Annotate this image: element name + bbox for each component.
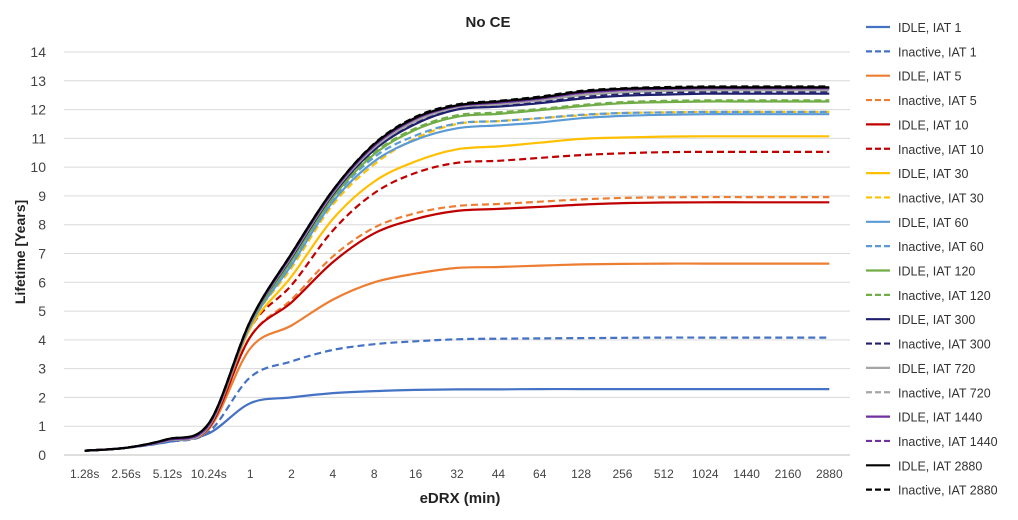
x-tick-label: 1 bbox=[247, 467, 254, 481]
series-line bbox=[84, 86, 830, 452]
y-tick-label: 4 bbox=[38, 332, 46, 348]
y-tick-label: 3 bbox=[38, 361, 46, 377]
series-lines bbox=[84, 85, 830, 452]
series-line bbox=[84, 262, 830, 452]
x-tick-label: 16 bbox=[409, 467, 423, 481]
legend-label: IDLE, IAT 1 bbox=[898, 21, 962, 35]
legend: IDLE, IAT 1 Inactive, IAT 1 IDLE, IAT 5 Ina… bbox=[866, 21, 998, 498]
x-tick-label: 2 bbox=[288, 467, 295, 481]
y-tick-label: 12 bbox=[30, 102, 46, 118]
series-line bbox=[84, 88, 830, 452]
legend-label: IDLE, IAT 10 bbox=[898, 118, 968, 132]
x-tick-label: 1024 bbox=[692, 467, 719, 481]
legend-label: Inactive, IAT 1440 bbox=[898, 435, 998, 449]
legend-label: Inactive, IAT 5 bbox=[898, 94, 977, 108]
legend-label: Inactive, IAT 1 bbox=[898, 45, 977, 59]
x-axis-title: eDRX (min) bbox=[420, 490, 501, 507]
y-tick-label: 6 bbox=[38, 274, 46, 290]
series-line bbox=[84, 89, 830, 452]
y-tick-label: 8 bbox=[38, 217, 46, 233]
legend-label: IDLE, IAT 30 bbox=[898, 167, 968, 181]
legend-label: Inactive, IAT 300 bbox=[898, 338, 991, 352]
y-tick-label: 1 bbox=[38, 418, 46, 434]
legend-label: Inactive, IAT 10 bbox=[898, 143, 984, 157]
x-tick-label: 32 bbox=[450, 467, 464, 481]
series-line bbox=[84, 86, 830, 452]
legend-label: IDLE, IAT 60 bbox=[898, 216, 968, 230]
legend-label: Inactive, IAT 60 bbox=[898, 240, 984, 254]
x-tick-label: 4 bbox=[330, 467, 337, 481]
legend-label: Inactive, IAT 120 bbox=[898, 289, 991, 303]
series-line bbox=[84, 85, 830, 452]
x-axis: 1.28s 2.56s 5.12s 10.24s 1 2 4 8 16 32 44 64 128 256 5… bbox=[70, 467, 843, 481]
y-tick-label: 13 bbox=[30, 73, 46, 89]
x-tick-label: 5.12s bbox=[153, 467, 182, 481]
y-tick-label: 9 bbox=[38, 188, 46, 204]
y-tick-label: 2 bbox=[38, 389, 46, 405]
legend-label: Inactive, IAT 30 bbox=[898, 191, 984, 205]
series-line bbox=[84, 87, 830, 452]
y-tick-label: 11 bbox=[31, 130, 46, 146]
legend-label: IDLE, IAT 120 bbox=[898, 265, 975, 279]
x-tick-label: 44 bbox=[492, 467, 506, 481]
x-tick-label: 10.24s bbox=[191, 467, 227, 481]
series-line bbox=[84, 195, 830, 452]
x-tick-label: 1440 bbox=[733, 467, 760, 481]
x-tick-label: 2160 bbox=[775, 467, 802, 481]
series-line bbox=[84, 100, 830, 452]
x-tick-label: 256 bbox=[612, 467, 632, 481]
x-tick-label: 2.56s bbox=[111, 467, 140, 481]
series-line bbox=[84, 201, 830, 452]
series-line bbox=[84, 99, 830, 452]
legend-label: IDLE, IAT 720 bbox=[898, 362, 975, 376]
y-tick-label: 0 bbox=[38, 447, 46, 463]
legend-label: IDLE, IAT 300 bbox=[898, 313, 975, 327]
x-tick-label: 128 bbox=[571, 467, 591, 481]
legend-label: Inactive, IAT 2880 bbox=[898, 484, 998, 498]
x-tick-label: 8 bbox=[371, 467, 378, 481]
series-line bbox=[84, 387, 830, 452]
series-line bbox=[84, 135, 830, 452]
series-line bbox=[84, 336, 830, 452]
legend-label: IDLE, IAT 1440 bbox=[898, 411, 982, 425]
x-tick-label: 2880 bbox=[816, 467, 843, 481]
series-line bbox=[84, 90, 830, 452]
x-tick-label: 512 bbox=[654, 467, 674, 481]
x-tick-label: 1.28s bbox=[70, 467, 99, 481]
y-axis-title: Lifetime [Years] bbox=[12, 200, 28, 304]
series-line bbox=[84, 110, 830, 452]
legend-label: IDLE, IAT 5 bbox=[898, 70, 962, 84]
x-tick-label: 64 bbox=[533, 467, 547, 481]
y-tick-label: 5 bbox=[38, 303, 46, 319]
chart-title: No CE bbox=[466, 14, 511, 31]
y-tick-label: 7 bbox=[38, 246, 46, 262]
legend-label: IDLE, IAT 2880 bbox=[898, 459, 982, 473]
legend-label: Inactive, IAT 720 bbox=[898, 386, 991, 400]
y-tick-label: 14 bbox=[30, 44, 46, 60]
y-tick-label: 10 bbox=[30, 159, 46, 175]
